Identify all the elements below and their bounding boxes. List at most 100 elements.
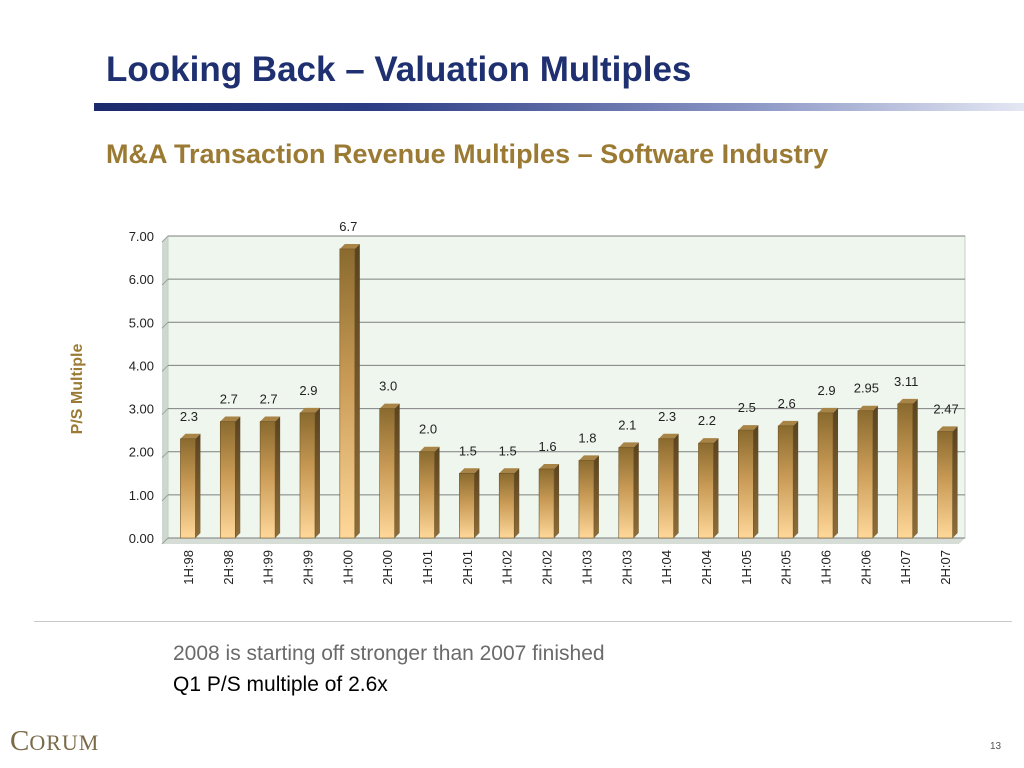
bar-top: [738, 425, 759, 431]
title-underline: [94, 103, 1024, 111]
x-tick-label: 1H:07: [898, 550, 913, 585]
y-tick-label: 2.00: [129, 445, 154, 460]
bar-top: [180, 433, 201, 439]
x-tick-label: 1H:05: [739, 550, 754, 585]
bar: [897, 398, 918, 539]
bar-side: [593, 455, 599, 538]
page-number: 13: [990, 741, 1002, 752]
bar-top: [778, 420, 799, 426]
bar-front: [299, 412, 316, 539]
bar-side: [474, 468, 480, 538]
bar-side: [633, 442, 639, 538]
bar-side: [753, 425, 759, 538]
y-tick-label: 0.00: [129, 531, 154, 546]
data-label: 2.1: [618, 417, 636, 432]
note-line-2: Q1 P/S multiple of 2.6x: [173, 673, 388, 696]
bar: [618, 442, 639, 539]
bar-top: [299, 407, 320, 413]
bar-front: [379, 408, 395, 539]
data-label: 2.9: [299, 383, 317, 398]
data-label: 1.6: [539, 439, 557, 454]
content-divider: [34, 621, 1012, 622]
bar-front: [538, 468, 555, 539]
bar-side: [833, 407, 839, 538]
chart-background: [162, 235, 966, 544]
gridline-side: [161, 235, 169, 243]
bar-front: [259, 421, 276, 539]
bar-front: [578, 460, 595, 539]
data-label: 2.7: [220, 392, 238, 407]
x-tick-label: 2H:01: [460, 550, 475, 585]
x-tick-label: 2H:03: [619, 550, 634, 585]
bar-front: [459, 472, 475, 539]
chart-bars: [180, 243, 958, 539]
data-label: 3.0: [379, 379, 397, 394]
bar-top: [618, 442, 639, 448]
bar: [459, 468, 480, 539]
bar-front: [419, 451, 435, 539]
bar-top: [937, 426, 958, 432]
x-tick-label: 1H:00: [340, 550, 355, 585]
bar-side: [872, 405, 878, 538]
data-label: 3.11: [894, 374, 918, 389]
bar-side: [314, 407, 320, 538]
bar-front: [937, 431, 953, 539]
x-tick-label: 1H:99: [261, 550, 276, 585]
bar: [339, 243, 360, 539]
x-tick-label: 1H:03: [579, 550, 594, 585]
bar: [738, 425, 759, 539]
bar-top: [499, 468, 520, 474]
bar-front: [498, 472, 515, 539]
data-label: 2.95: [854, 381, 879, 396]
x-tick-label: 1H:06: [819, 550, 834, 585]
bar-side: [195, 433, 201, 538]
x-tick-label: 2H:99: [300, 550, 315, 585]
bar-top: [339, 243, 360, 249]
bar-side: [514, 468, 520, 538]
data-label: 2.2: [698, 413, 716, 428]
bar: [857, 405, 878, 539]
bar-side: [793, 420, 799, 538]
chart-text: 0.00 1.00 2.00 3.00 4.00 5.00 6.00 7.00 P/S Mult…: [69, 219, 959, 585]
bar-top: [698, 438, 719, 444]
bar-front: [817, 412, 834, 539]
bar-side: [394, 403, 400, 538]
bar-side: [354, 243, 360, 538]
bar-top: [818, 407, 839, 413]
bar-front: [738, 429, 754, 539]
data-label: 6.7: [339, 219, 357, 234]
data-label: 2.3: [658, 409, 676, 424]
data-label: 2.9: [817, 383, 835, 398]
x-tick-label: 1H:04: [659, 550, 674, 585]
bar-front: [339, 248, 356, 539]
gridline-side: [161, 408, 169, 415]
bar: [299, 407, 320, 539]
bar-top: [897, 398, 918, 404]
company-logo: CORUM: [10, 725, 99, 758]
x-tick-label: 1H:01: [420, 550, 435, 585]
gridline-side: [161, 537, 169, 545]
bar-top: [220, 416, 241, 422]
bar-side: [912, 398, 918, 538]
bar: [578, 455, 599, 539]
x-tick-label: 2H:07: [938, 550, 953, 585]
logo-initial: C: [10, 725, 30, 757]
bar: [777, 420, 799, 539]
y-tick-label: 6.00: [129, 272, 154, 287]
bar-chart: 0.00 1.00 2.00 3.00 4.00 5.00 6.00 7.00 P/S Mult…: [69, 219, 966, 585]
x-tick-label: 2H:00: [380, 550, 395, 585]
bar-front: [618, 447, 635, 539]
bar: [180, 433, 201, 539]
data-label: 2.5: [738, 400, 756, 415]
gridline-side: [161, 365, 169, 372]
y-tick-label: 7.00: [129, 229, 154, 244]
data-label: 2.6: [778, 396, 796, 411]
bar: [498, 468, 520, 539]
data-label: 2.7: [260, 392, 278, 407]
bar-top: [658, 433, 679, 439]
bar: [379, 403, 400, 539]
bar-front: [219, 421, 236, 539]
bar-front: [897, 403, 914, 539]
gridline-side: [161, 451, 169, 459]
bar: [419, 446, 440, 539]
